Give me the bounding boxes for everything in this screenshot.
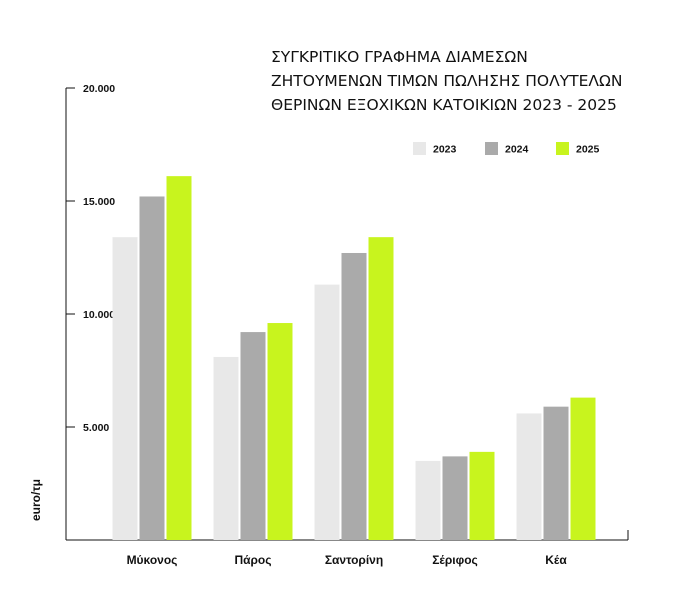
y-tick-label: 20.000 xyxy=(83,83,115,95)
bar-2024-3 xyxy=(341,252,367,541)
legend-swatch-2025 xyxy=(556,142,569,155)
bar-2023-4 xyxy=(415,460,441,540)
chart-title-line-1: ΣΥΓΚΡΙΤΙΚΟ ΓΡΑΦΗΜΑ ΔΙΑΜΕΣΩΝ xyxy=(271,48,528,66)
bar-2025-5 xyxy=(570,397,596,540)
x-category-label: Μύκονος xyxy=(127,553,178,567)
y-tick-label: 10.000 xyxy=(83,309,115,321)
bar-2024-4 xyxy=(442,456,468,540)
bar-2023-3 xyxy=(314,284,340,540)
legend-label-2025: 2025 xyxy=(576,144,600,156)
bar-2023-5 xyxy=(516,413,542,540)
x-category-label: Κέα xyxy=(545,553,567,567)
chart-title: ΣΥΓΚΡΙΤΙΚΟ ΓΡΑΦΗΜΑ ΔΙΑΜΕΣΩΝ ΖΗΤΟΥΜΕΝΩΝ Τ… xyxy=(271,48,622,114)
bar-2024-2 xyxy=(240,332,266,540)
chart-title-line-2: ΖΗΤΟΥΜΕΝΩΝ ΤΙΜΩΝ ΠΩΛΗΣΗΣ ΠΟΛΥΤΕΛΩΝ xyxy=(271,72,622,90)
bar-2025-3 xyxy=(368,237,394,540)
bar-2023-1 xyxy=(112,237,138,540)
y-axis-label: euro/τμ xyxy=(29,479,43,521)
legend-label-2023: 2023 xyxy=(433,144,457,156)
bar-2024-5 xyxy=(543,406,569,540)
legend-label-2024: 2024 xyxy=(505,144,529,156)
bar-2025-2 xyxy=(267,323,293,540)
chart-title-line-3: ΘΕΡΙΝΩΝ ΕΞΟΧΙΚΩΝ ΚΑΤΟΙΚΙΩΝ 2023 - 2025 xyxy=(271,96,617,114)
legend-swatch-2024 xyxy=(485,142,498,155)
bar-2025-1 xyxy=(166,176,192,540)
legend-swatch-2023 xyxy=(413,142,426,155)
y-ticks: 5.000 10.000 15.000 20.000 xyxy=(66,83,115,434)
y-tick-label: 15.000 xyxy=(83,196,115,208)
x-category-label: Σαντορίνη xyxy=(325,553,383,567)
bar-2024-1 xyxy=(139,196,165,541)
x-category-label: Πάρος xyxy=(234,553,271,567)
legend: 2023 2024 2025 xyxy=(413,142,600,156)
bar-2023-2 xyxy=(213,356,239,540)
bars xyxy=(112,176,596,541)
bar-2025-4 xyxy=(469,451,495,540)
y-tick-label: 5.000 xyxy=(83,422,109,434)
x-category-label: Σέριφος xyxy=(432,553,478,567)
x-labels: Μύκονος Πάρος Σαντορίνη Σέριφος Κέα xyxy=(127,553,568,567)
